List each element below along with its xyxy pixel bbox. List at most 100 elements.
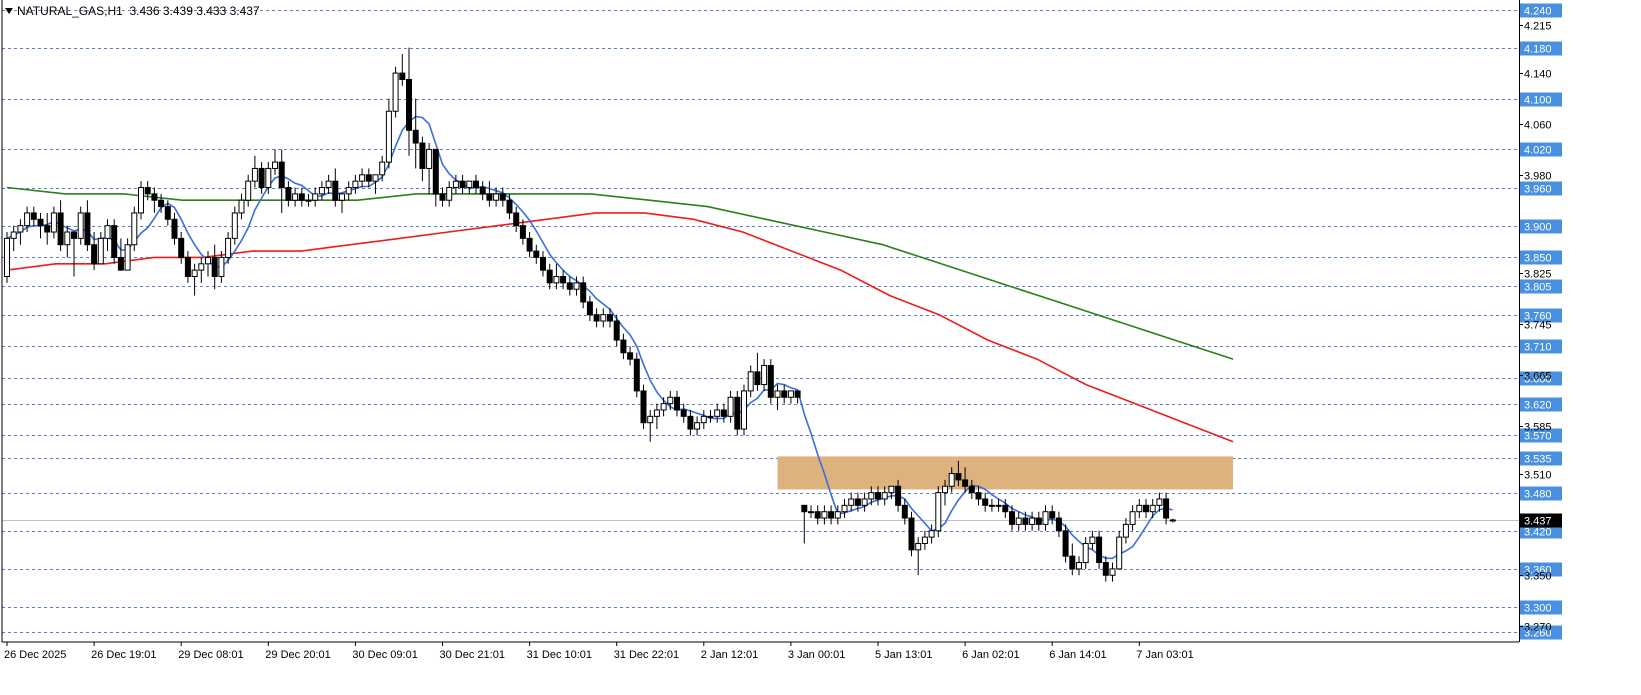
bull-candle-body xyxy=(553,276,560,284)
x-tick-label: 26 Dec 2025 xyxy=(4,649,66,661)
bull-candle-body xyxy=(653,409,660,417)
bear-candle-body xyxy=(901,504,908,519)
candle xyxy=(104,219,111,252)
bull-candle-body xyxy=(667,396,674,405)
candle xyxy=(620,333,627,360)
level-label: 4.100 xyxy=(1524,95,1552,107)
bull-candle-body xyxy=(921,536,928,544)
candle xyxy=(426,143,433,194)
x-tick-label: 30 Dec 21:01 xyxy=(440,649,505,661)
bear-candle-body xyxy=(151,193,158,201)
bull-candle-body xyxy=(392,72,399,112)
supply-zone xyxy=(777,456,1234,490)
candle xyxy=(519,219,526,245)
candle xyxy=(406,47,412,156)
candle xyxy=(948,467,955,493)
price-axis: 4.240 4.180 4.100 4.020 3.960 3.900 3.850 3.805… xyxy=(1,0,1562,643)
candle xyxy=(211,244,218,290)
candle xyxy=(982,492,989,512)
candle xyxy=(794,390,801,404)
symbol-info-bar[interactable]: NATURAL_GAS,H1 3.436 3.439 3.433 3.437 xyxy=(5,4,260,18)
bear-candle-body xyxy=(593,314,600,322)
ma-mid-line xyxy=(6,212,1234,443)
candle xyxy=(687,409,694,436)
candle xyxy=(352,174,359,194)
candle xyxy=(218,251,225,283)
bull-candle-body xyxy=(352,180,359,189)
candle xyxy=(627,346,634,366)
candle xyxy=(1069,543,1076,576)
candle xyxy=(928,524,935,544)
bull-candle-body xyxy=(191,269,198,278)
bull-candle-body xyxy=(841,504,848,513)
level-label: 3.570 xyxy=(1524,431,1552,443)
candle xyxy=(875,486,881,506)
candle xyxy=(781,384,788,404)
candle xyxy=(392,66,399,118)
candle xyxy=(1109,562,1116,582)
candle xyxy=(647,409,654,442)
bear-candle-body xyxy=(144,187,151,195)
candle xyxy=(720,403,727,423)
bull-candle-body xyxy=(225,237,232,258)
candle xyxy=(573,276,580,296)
bear-candle-body xyxy=(171,218,178,239)
bear-candle-body xyxy=(607,314,613,322)
candle xyxy=(560,270,567,290)
bull-candle-body xyxy=(24,212,31,227)
bull-candle-body xyxy=(1149,504,1156,513)
candle xyxy=(714,403,721,423)
x-tick-label: 6 Jan 02:01 xyxy=(962,649,1020,661)
candle xyxy=(57,200,64,252)
bear-candle-body xyxy=(1055,517,1062,532)
bull-candle-body xyxy=(292,193,299,201)
bear-candle-body xyxy=(975,492,982,500)
candle xyxy=(694,416,701,436)
bull-candle-body xyxy=(761,364,768,386)
y-tick-label: 3.980 xyxy=(1524,171,1552,183)
candle xyxy=(171,212,178,245)
y-tick-label: 3.270 xyxy=(1524,622,1552,634)
candle xyxy=(821,505,828,525)
candle xyxy=(761,359,768,391)
candle xyxy=(915,537,922,576)
bull-candle-body xyxy=(694,422,701,430)
level-label: 3.900 xyxy=(1524,222,1552,234)
candle xyxy=(111,219,118,264)
bull-candle-body xyxy=(305,199,312,202)
level-label-bg xyxy=(1520,219,1562,234)
candle xyxy=(91,232,98,271)
level-label-bg xyxy=(1520,625,1562,640)
x-tick-label: 31 Dec 22:01 xyxy=(614,649,679,661)
candle xyxy=(787,390,794,404)
bear-candle-body xyxy=(580,282,587,303)
candle xyxy=(278,149,285,213)
candle xyxy=(359,168,366,188)
y-tick-label: 4.140 xyxy=(1524,69,1552,81)
candle xyxy=(325,174,332,194)
bull-candle-body xyxy=(1029,517,1036,525)
bull-candle-body xyxy=(64,231,71,246)
bear-candle-body xyxy=(71,231,77,239)
y-tick-label: 4.060 xyxy=(1524,120,1552,132)
bear-candle-body xyxy=(1163,498,1170,519)
bull-candle-body xyxy=(848,498,855,506)
level-label-bg xyxy=(1520,41,1562,56)
candle xyxy=(64,225,71,258)
dropdown-triangle-icon[interactable] xyxy=(5,8,13,14)
candle xyxy=(506,193,513,220)
bull-candle-body xyxy=(774,390,781,398)
candle xyxy=(225,232,232,264)
level-label-bg xyxy=(1520,92,1562,107)
level-label-bg xyxy=(1520,428,1562,443)
candle xyxy=(801,504,808,544)
bull-candle-body xyxy=(647,415,654,424)
bear-candle-body xyxy=(627,352,634,360)
candle xyxy=(607,308,613,328)
candle xyxy=(318,181,325,201)
bull-candle-body xyxy=(1042,511,1049,525)
x-tick-label: 30 Dec 09:01 xyxy=(352,649,417,661)
bull-candle-body xyxy=(339,193,345,201)
